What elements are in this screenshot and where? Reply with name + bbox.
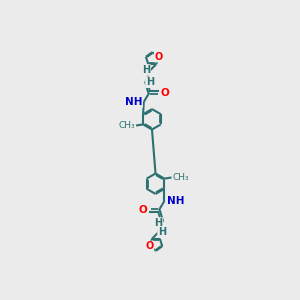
Text: O: O bbox=[139, 206, 148, 215]
Text: H: H bbox=[158, 227, 166, 237]
Text: CH₃: CH₃ bbox=[118, 121, 135, 130]
Text: NH: NH bbox=[167, 196, 184, 206]
Text: O: O bbox=[154, 52, 163, 62]
Text: O: O bbox=[146, 241, 154, 251]
Text: O: O bbox=[160, 88, 169, 98]
Text: CH₃: CH₃ bbox=[172, 173, 189, 182]
Text: H: H bbox=[146, 77, 154, 87]
Text: H: H bbox=[142, 65, 150, 75]
Text: NH: NH bbox=[124, 97, 142, 107]
Text: H: H bbox=[154, 218, 162, 228]
